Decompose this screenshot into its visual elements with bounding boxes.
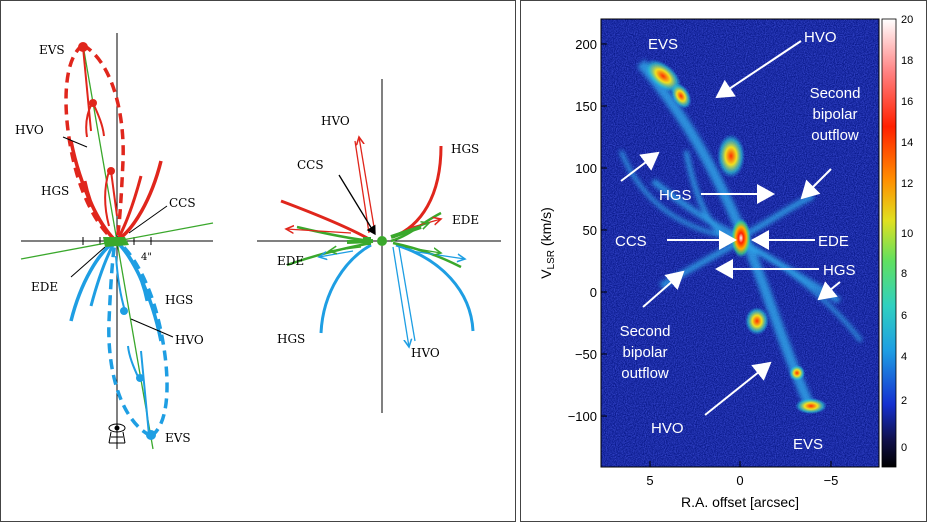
label-a-hgs-top: HGS <box>41 184 69 198</box>
annotation-bipolar-2: bipolar <box>622 344 667 361</box>
y-tick-label: 150 <box>575 99 597 114</box>
label-b-hvo-bottom: HVO <box>411 346 440 360</box>
annotation-outflow-2: outflow <box>621 365 669 382</box>
y-tick-label: 100 <box>575 161 597 176</box>
diagram-a-hgs-bottom-dot <box>120 307 128 315</box>
y-tick-label: −100 <box>568 409 597 424</box>
label-b-hgs-bottom: HGS <box>277 332 305 346</box>
diagram-b-arrows <box>286 137 465 347</box>
pv-map-y-axis-title: VLSR (km/s) <box>538 207 557 279</box>
pv-map-x-axis-title: R.A. offset [arcsec] <box>681 494 799 510</box>
label-a-evs-bottom: EVS <box>165 431 191 445</box>
diagram-b-ccs-marker <box>363 237 371 245</box>
annotation-ede: EDE <box>818 233 849 250</box>
colorbar-tick: 2 <box>901 395 907 407</box>
annotation-hvo-bottom: HVO <box>651 420 684 437</box>
annotation-evs-bottom: EVS <box>793 436 823 453</box>
colorbar-tick-labels: 20 18 16 14 12 10 8 6 4 2 0 <box>901 14 913 454</box>
colorbar-tick: 10 <box>901 228 913 240</box>
colorbar-tick: 12 <box>901 178 913 190</box>
annotation-hvo-top: HVO <box>804 29 837 46</box>
diagram-b-center-dot <box>377 236 387 246</box>
annotation-evs-top: EVS <box>648 36 678 53</box>
y-tick-label: −50 <box>575 347 597 362</box>
pv-map-panel: 5 0 −5 200 150 100 50 0 −50 −100 R.A. of… <box>520 0 927 522</box>
diagram-a-hvo-bottom-dot <box>136 374 144 382</box>
colorbar-tick: 6 <box>901 310 907 322</box>
label-a-hvo-top: HVO <box>15 123 44 137</box>
x-tick-label: −5 <box>824 473 839 488</box>
colorbar-tick: 14 <box>901 137 913 149</box>
pv-map-y-tick-labels: 200 150 100 50 0 −50 −100 <box>568 37 597 424</box>
diagram-a-red-lobe <box>64 43 163 241</box>
y-axis-title-unit: (km/s) <box>538 207 554 250</box>
diagram-a-hvo-top-dot <box>89 99 97 107</box>
y-axis-title-sub: LSR <box>546 250 557 269</box>
label-b-ede-left: EDE <box>277 254 304 268</box>
pv-map-emission <box>619 59 863 414</box>
diagram-b: HVO CCS HGS EDE EDE HGS HVO <box>257 79 501 413</box>
colorbar-tick: 8 <box>901 268 907 280</box>
schematic-svg: EVS HVO HGS CCS EDE HGS HVO EVS 4" <box>15 33 501 450</box>
y-tick-label: 0 <box>590 285 597 300</box>
colorbar-tick: 4 <box>901 351 907 363</box>
y-axis-title-main: V <box>538 269 554 279</box>
pv-map-ticks <box>601 43 832 467</box>
diagram-a-hgs-top-dot <box>107 167 115 175</box>
colorbar-tick: 20 <box>901 14 913 26</box>
schematic-panel: EVS HVO HGS CCS EDE HGS HVO EVS 4" <box>0 0 516 522</box>
annotation-outflow-1: outflow <box>811 127 859 144</box>
colorbar-tick: 18 <box>901 55 913 67</box>
pv-map-x-tick-labels: 5 0 −5 <box>646 473 838 488</box>
diagram-b-blue-curves <box>319 243 475 334</box>
colorbar-tick: 0 <box>901 442 907 454</box>
label-a-ede: EDE <box>31 280 58 294</box>
annotation-second-2: Second <box>620 323 671 340</box>
label-a-ccs: CCS <box>169 196 196 210</box>
pv-map-annotations: EVS HVO Second bipolar outflow HGS CCS E… <box>615 29 860 453</box>
label-a-hgs-bottom: HGS <box>165 293 193 307</box>
x-tick-label: 5 <box>646 473 653 488</box>
label-a-evs-top: EVS <box>39 43 65 57</box>
colorbar-tick: 16 <box>901 96 913 108</box>
diagram-a-blue-lobe <box>69 241 169 438</box>
label-b-hgs-top: HGS <box>451 142 479 156</box>
x-tick-label: 0 <box>736 473 743 488</box>
annotation-bipolar-1: bipolar <box>812 106 857 123</box>
label-a-hvo-bottom: HVO <box>175 333 204 347</box>
diagram-a-evs-top-dot <box>78 42 88 52</box>
label-b-ccs: CCS <box>297 158 324 172</box>
y-tick-label: 200 <box>575 37 597 52</box>
diagram-a-leader-lines <box>62 136 174 338</box>
pv-map-svg: 5 0 −5 200 150 100 50 0 −50 −100 R.A. of… <box>538 14 913 510</box>
colorbar <box>881 18 897 468</box>
pv-map-arrows <box>620 40 841 416</box>
annotation-hgs-left: HGS <box>659 187 692 204</box>
diagram-a-center-dot <box>113 237 121 245</box>
diagram-a-evs-bottom-dot <box>146 430 156 440</box>
diagram-a: EVS HVO HGS CCS EDE HGS HVO EVS 4" <box>15 33 214 450</box>
y-tick-label: 50 <box>583 223 597 238</box>
label-b-hvo-top: HVO <box>321 114 350 128</box>
annotation-ccs: CCS <box>615 233 647 250</box>
label-b-ede-right: EDE <box>452 213 479 227</box>
annotation-hgs-right: HGS <box>823 262 856 279</box>
label-a-scale: 4" <box>141 252 152 263</box>
observer-eye-icon <box>108 423 126 444</box>
annotation-second-1: Second <box>810 85 861 102</box>
